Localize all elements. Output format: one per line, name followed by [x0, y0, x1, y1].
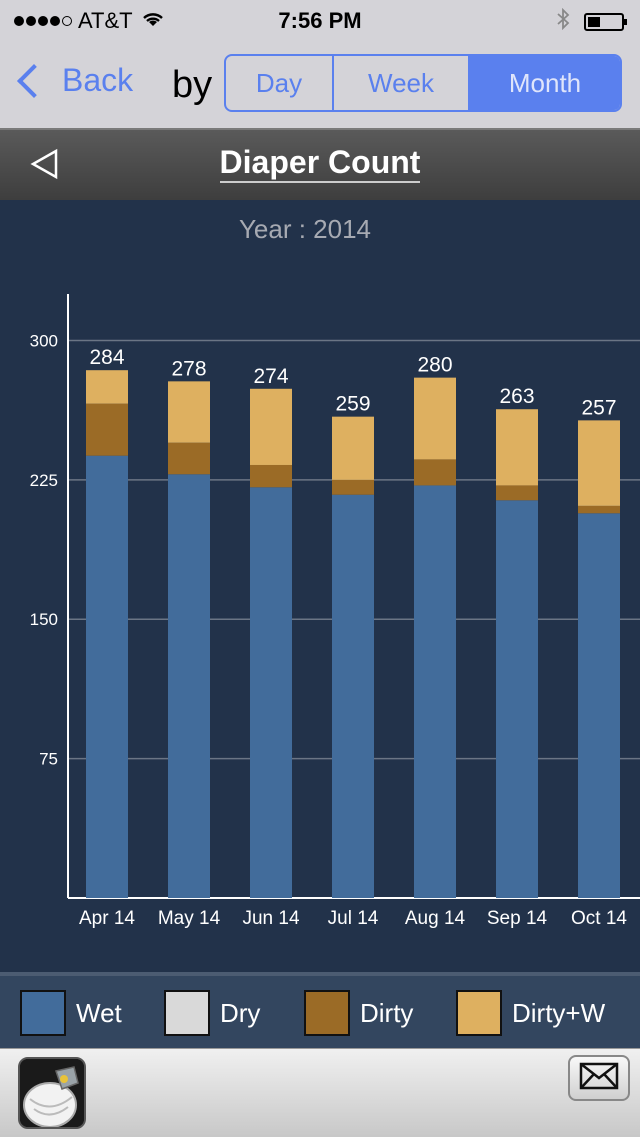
legend-label-dry: Dry: [220, 997, 261, 1028]
legend-item-dirty-wet: Dirty+W: [456, 990, 605, 1036]
bar-total-label: 263: [499, 385, 534, 408]
bar-segment-dirty-w: [496, 409, 538, 486]
bar-total-label: 284: [89, 346, 124, 369]
chevron-left-icon: [17, 63, 51, 98]
status-bar: AT&T 7:56 PM: [0, 0, 640, 40]
bar-segment-wet: [414, 485, 456, 898]
bar-total-label: 257: [581, 396, 616, 419]
page-title-text: Diaper Count: [219, 144, 421, 183]
chart-subtitle: Year : 2014: [238, 214, 372, 244]
bar-total-label: 280: [417, 354, 452, 377]
diaper-count-chart: 75 150 225 300 284 Apr 14 278 May 14 274 Jun 14 25…: [30, 294, 640, 929]
page-title[interactable]: Diaper Count: [0, 144, 640, 183]
wifi-icon: [141, 8, 165, 34]
bar-segment-dirty-w: [86, 370, 128, 404]
legend-swatch-dry: [164, 990, 210, 1036]
bluetooth-icon: [556, 7, 570, 36]
bar-segment-dirty: [168, 442, 210, 475]
bar-segment-dirty: [250, 464, 292, 488]
by-label: by: [172, 64, 213, 106]
legend-label-dirty-wet: Dirty+W: [512, 997, 606, 1028]
y-tick-label: 150: [30, 610, 58, 629]
bar-segment-dirty-w: [168, 381, 210, 443]
y-tick-label: 300: [30, 331, 58, 350]
x-tick-label: Oct 14: [571, 908, 627, 929]
bottom-toolbar: [0, 1048, 640, 1137]
legend-swatch-dirty: [304, 990, 350, 1036]
back-label: Back: [62, 62, 134, 98]
email-button[interactable]: [568, 1055, 630, 1101]
x-tick-label: Sep 14: [487, 908, 548, 929]
chart-legend: Wet Dry Dirty Dirty+W: [0, 972, 640, 1048]
bar-total-label: 259: [335, 393, 370, 416]
x-tick-label: Jul 14: [328, 908, 379, 929]
bar-segment-dirty-w: [578, 420, 620, 506]
legend-item-wet: Wet: [20, 990, 122, 1036]
battery-icon: [584, 13, 627, 31]
chart-title-bar: Diaper Count: [0, 128, 640, 200]
bar-segment-dirty: [414, 459, 456, 486]
segment-week[interactable]: Week: [334, 56, 470, 110]
status-time: 7:56 PM: [278, 8, 362, 33]
diaper-app-icon[interactable]: [18, 1057, 86, 1129]
x-tick-label: Aug 14: [405, 908, 466, 929]
bar-segment-dirty-w: [332, 416, 374, 480]
legend-label-wet: Wet: [76, 997, 122, 1028]
mail-icon: [579, 1062, 619, 1095]
navigation-bar: Back by Day Week Month: [0, 40, 640, 128]
bar-segment-wet: [168, 474, 210, 898]
bar-segment-wet: [496, 500, 538, 898]
legend-item-dry: Dry: [164, 990, 260, 1036]
period-segmented-control: Day Week Month: [224, 54, 622, 112]
legend-swatch-dirty-wet: [456, 990, 502, 1036]
status-right: [556, 7, 627, 36]
legend-item-dirty: Dirty: [304, 990, 413, 1036]
x-tick-label: Apr 14: [79, 908, 135, 929]
bar-segment-dirty-w: [414, 377, 456, 460]
carrier-label: AT&T: [78, 8, 133, 33]
bar-segment-dirty: [86, 403, 128, 456]
segment-month[interactable]: Month: [470, 56, 620, 110]
bar-total-label: 274: [253, 365, 288, 388]
signal-strength-icon: [14, 16, 72, 26]
x-tick-label: May 14: [158, 908, 221, 929]
segment-day[interactable]: Day: [226, 56, 334, 110]
bar-segment-wet: [250, 487, 292, 898]
bar-segment-wet: [86, 455, 128, 898]
bar-segment-dirty: [496, 485, 538, 501]
bar-segment-wet: [578, 513, 620, 898]
bar-segment-dirty-w: [250, 388, 292, 465]
y-tick-label: 225: [30, 471, 58, 490]
chart-area: Year : 2014 75 150 225 300 284 Apr 14 278 May 1…: [0, 200, 640, 972]
status-left: AT&T: [14, 8, 165, 34]
legend-label-dirty: Dirty: [360, 997, 414, 1028]
bar-segment-wet: [332, 494, 374, 898]
bar-segment-dirty: [332, 479, 374, 495]
legend-swatch-wet: [20, 990, 66, 1036]
back-button[interactable]: Back: [14, 62, 133, 99]
bar-total-label: 278: [171, 357, 206, 380]
y-tick-label: 75: [39, 750, 58, 769]
bar-segment-dirty: [578, 505, 620, 514]
x-tick-label: Jun 14: [242, 908, 299, 929]
